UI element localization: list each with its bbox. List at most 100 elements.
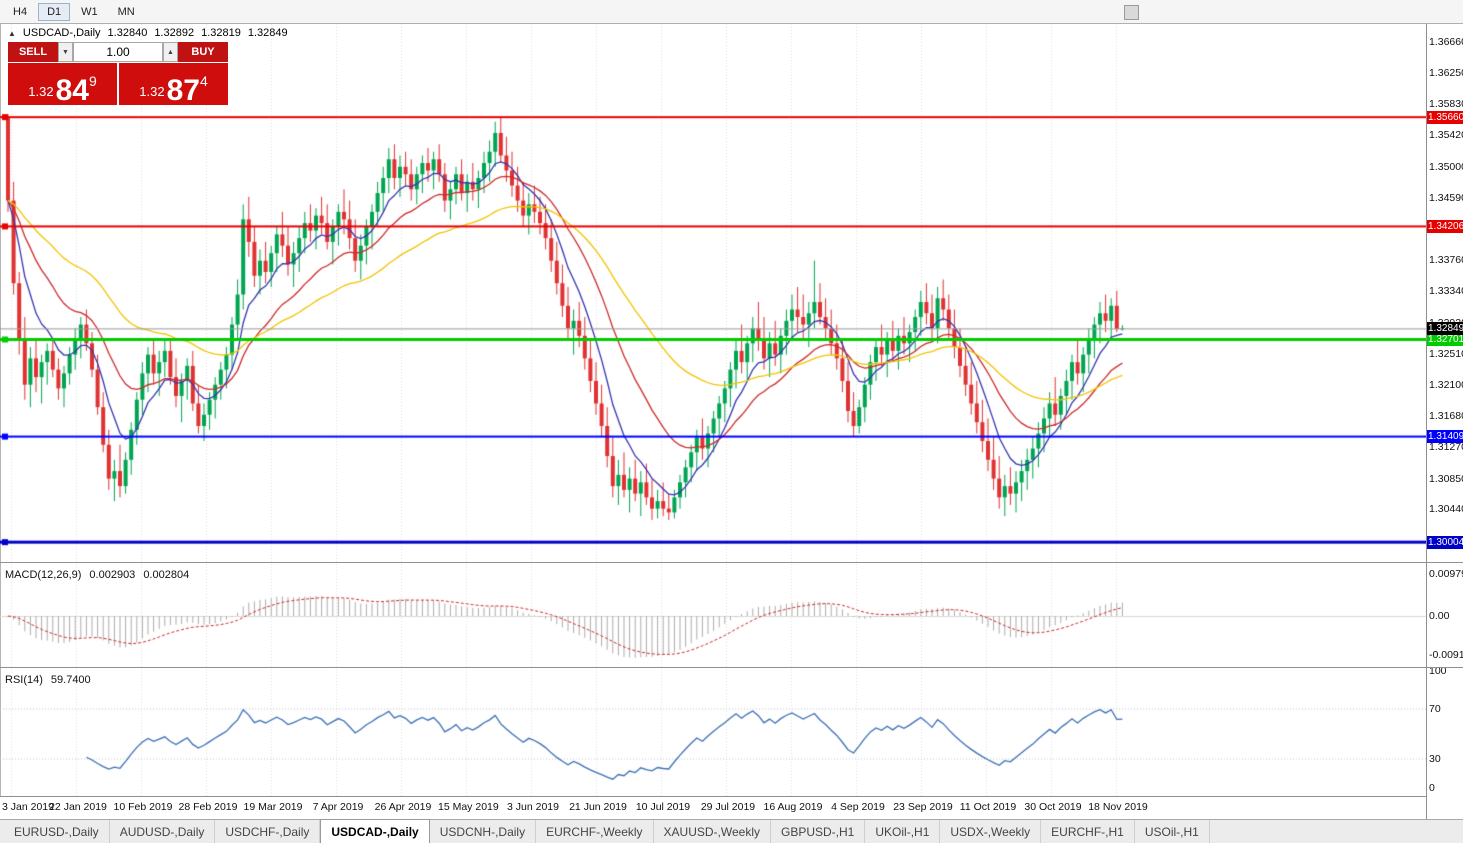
chart-tab-usdx-weekly[interactable]: USDX-,Weekly	[940, 820, 1042, 843]
macd-axis-tick: -0.009178	[1429, 649, 1463, 662]
chart-tab-audusd-daily[interactable]: AUDUSD-,Daily	[110, 820, 216, 843]
price-axis-tick: 1.31270	[1429, 441, 1463, 454]
x-axis-date-label: 3 Jun 2019	[507, 801, 559, 813]
rsi-axis-tick: 70	[1429, 702, 1441, 715]
chart-canvas[interactable]	[0, 24, 1426, 796]
pane-splitter-rsi[interactable]	[0, 667, 1463, 668]
macd-axis-tick: 0.009795	[1429, 567, 1463, 580]
axis-border	[1426, 24, 1427, 819]
macd-value-main: 0.002903	[89, 569, 136, 581]
timeframe-button-d1[interactable]: D1	[38, 2, 71, 21]
buy-button[interactable]: BUY	[178, 42, 228, 62]
price-axis-tick: 1.35000	[1429, 160, 1463, 173]
rsi-title: RSI(14)	[5, 674, 43, 686]
date-axis[interactable]: 3 Jan 2019 22 Jan 2019 10 Feb 2019 28 Feb 2…	[0, 796, 1426, 819]
sell-button[interactable]: SELL	[8, 42, 58, 62]
chart-tab-usoil-h1[interactable]: USOil-,H1	[1135, 820, 1210, 843]
x-axis-date-label: 3 Jan 2019	[2, 801, 54, 813]
level-price-label: 1.30004	[1426, 535, 1463, 549]
buy-price-big: 87	[166, 73, 200, 107]
timeframe-button-h4[interactable]: H4	[13, 5, 28, 18]
current-price-label: 1.32849	[1426, 321, 1463, 335]
chart-tab-usdchf-daily[interactable]: USDCHF-,Daily	[215, 820, 321, 843]
rsi-axis-tick: 30	[1429, 752, 1441, 765]
chevron-down-icon: ▼	[62, 48, 69, 56]
x-axis-date-label: 30 Oct 2019	[1024, 801, 1082, 813]
chart-close-value: 1.32849	[247, 27, 288, 39]
price-axis-tick: 1.35420	[1429, 129, 1463, 142]
timeframe-toolbar: H4 D1 W1 MN	[4, 2, 146, 21]
chart-open-value: 1.32840	[107, 27, 148, 39]
rsi-label: RSI(14) 59.7400	[5, 674, 91, 686]
macd-axis-tick: 0.00	[1429, 610, 1450, 622]
chart-shift-button[interactable]	[1124, 5, 1139, 20]
volume-increase-button[interactable]: ▲	[163, 42, 178, 62]
chart-tab-eurchf-h1[interactable]: EURCHF-,H1	[1041, 820, 1135, 843]
volume-input[interactable]	[73, 42, 163, 62]
buy-price-pip: 4	[199, 73, 208, 89]
chart-ohlc-info: ▲ USDCAD-,Daily 1.32840 1.32892 1.32819 …	[8, 27, 288, 39]
timeframe-button-mn[interactable]: MN	[117, 5, 135, 18]
chevron-up-icon: ▲	[167, 48, 174, 56]
chart-high-value: 1.32892	[154, 27, 195, 39]
x-axis-date-label: 11 Oct 2019	[959, 801, 1017, 813]
x-axis-date-label: 10 Feb 2019	[113, 801, 173, 813]
one-click-toggle-icon[interactable]: ▲	[8, 28, 16, 38]
price-axis-tick: 1.35830	[1429, 98, 1463, 111]
price-axis-tick: 1.33760	[1429, 253, 1463, 266]
price-axis-tick: 1.33340	[1429, 285, 1463, 298]
chart-tab-usdcad-daily[interactable]: USDCAD-,Daily	[320, 819, 430, 843]
pane-splitter-macd[interactable]	[0, 562, 1463, 563]
x-axis-date-label: 21 Jun 2019	[569, 801, 627, 813]
x-axis-date-label: 23 Sep 2019	[893, 801, 953, 813]
price-axis-tick: 1.31680	[1429, 410, 1463, 423]
x-axis-date-label: 16 Aug 2019	[763, 801, 823, 813]
x-axis-date-label: 4 Sep 2019	[831, 801, 885, 813]
level-price-label: 1.35660	[1426, 110, 1463, 124]
buy-price-display[interactable]: 1.32 87 4	[119, 63, 228, 105]
price-axis-tick: 1.32510	[1429, 347, 1463, 360]
rsi-value: 59.7400	[50, 674, 91, 686]
price-axis[interactable]: 1.36660 1.36250 1.35830 1.35420 1.35000 1.345…	[1426, 24, 1463, 819]
timeframe-button-w1[interactable]: W1	[81, 5, 98, 18]
sell-price-pip: 9	[88, 73, 97, 89]
volume-decrease-button[interactable]: ▼	[58, 42, 73, 62]
rsi-axis-tick: 100	[1429, 665, 1447, 677]
x-axis-date-label: 19 Mar 2019	[243, 801, 303, 813]
price-axis-tick: 1.34590	[1429, 191, 1463, 204]
chart-symbol: USDCAD-,Daily	[22, 27, 101, 39]
rsi-axis-tick: 0	[1429, 782, 1435, 794]
x-axis-date-label: 29 Jul 2019	[700, 801, 756, 813]
price-axis-tick: 1.36250	[1429, 66, 1463, 79]
chart-tab-xauusd-weekly[interactable]: XAUUSD-,Weekly	[654, 820, 771, 843]
sell-price-base: 1.32	[28, 84, 54, 99]
price-axis-tick: 1.36660	[1429, 36, 1463, 49]
level-price-label: 1.34206	[1426, 219, 1463, 233]
toolbar: H4 D1 W1 MN	[0, 0, 1463, 24]
buy-price-base: 1.32	[139, 84, 165, 99]
x-axis-date-label: 26 Apr 2019	[374, 801, 432, 813]
x-axis-date-label: 10 Jul 2019	[635, 801, 691, 813]
price-axis-tick: 1.32100	[1429, 378, 1463, 391]
x-axis-date-label: 15 May 2019	[438, 801, 499, 813]
x-axis-date-label: 22 Jan 2019	[49, 801, 107, 813]
x-axis-date-label: 18 Nov 2019	[1088, 801, 1148, 813]
sell-price-display[interactable]: 1.32 84 9	[8, 63, 117, 105]
chart-tab-ukoil-h1[interactable]: UKOil-,H1	[865, 820, 941, 843]
sell-price-big: 84	[55, 73, 89, 107]
chart-tab-bar: EURUSD-,Daily AUDUSD-,Daily USDCHF-,Daily U…	[0, 819, 1463, 843]
chart-tab-usdcnh-daily[interactable]: USDCNH-,Daily	[430, 820, 537, 843]
level-price-label: 1.31409	[1426, 430, 1463, 444]
level-price-label: 1.32701	[1426, 333, 1463, 346]
macd-value-signal: 0.002804	[143, 569, 190, 581]
chart-tab-eurchf-weekly[interactable]: EURCHF-,Weekly	[536, 820, 654, 843]
price-axis-tick: 1.30850	[1429, 472, 1463, 485]
chart-low-value: 1.32819	[201, 27, 241, 39]
x-axis-date-label: 7 Apr 2019	[312, 801, 364, 813]
macd-title: MACD(12,26,9)	[5, 569, 82, 581]
one-click-trading-panel: SELL ▼ ▲ BUY 1.32 84 9 1.32 87 4	[8, 42, 228, 105]
chart-tab-eurusd-daily[interactable]: EURUSD-,Daily	[4, 820, 110, 843]
chart-tab-gbpusd-h1[interactable]: GBPUSD-,H1	[771, 820, 866, 843]
